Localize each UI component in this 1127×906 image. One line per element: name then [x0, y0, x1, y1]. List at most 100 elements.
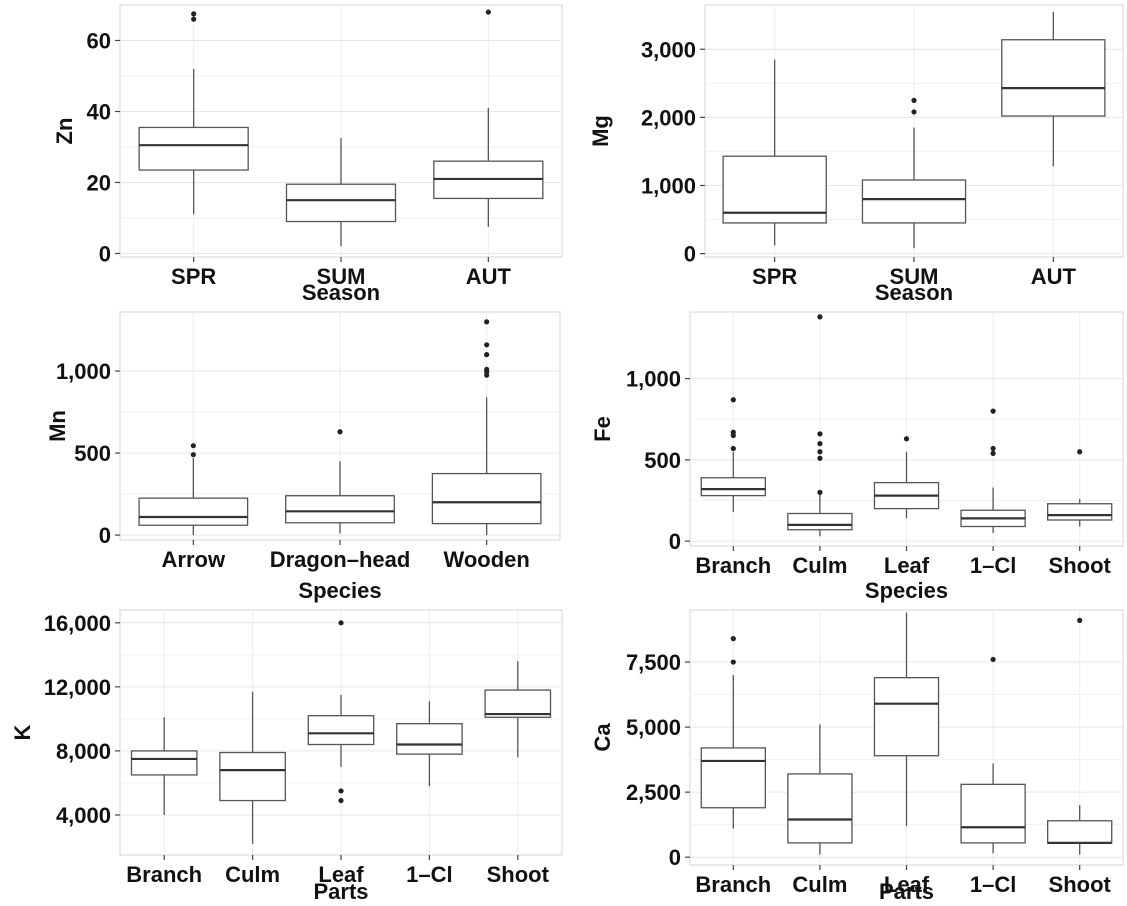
outlier-point [817, 449, 822, 454]
y-tick-label: 1,000 [641, 173, 696, 198]
x-tick-label: SPR [171, 264, 216, 289]
outlier-point [817, 314, 822, 319]
x-tick-label: Branch [126, 862, 202, 887]
x-axis-label: Season [302, 280, 380, 305]
outlier-point [191, 443, 196, 448]
x-axis-label: Parts [879, 879, 934, 904]
outlier-point [484, 367, 489, 372]
y-axis-label: Mg [588, 115, 613, 147]
y-tick-label: 40 [87, 99, 111, 124]
y-tick-label: 1,000 [626, 367, 681, 392]
panel-fe: 0 500 1,000 Branch Culm Leaf 1–Cl Shoot Species F… [590, 312, 1123, 603]
outlier-point [731, 430, 736, 435]
y-tick-label: 0 [669, 845, 681, 870]
x-tick-label: 1–Cl [406, 862, 452, 887]
outlier-point [911, 109, 916, 114]
box-iqr [397, 724, 462, 754]
box-iqr [308, 716, 373, 745]
box-iqr [139, 127, 248, 170]
outlier-point [991, 657, 996, 662]
panel-ca: 02,5005,0007,500Branch Culm Leaf 1–Cl ShootP… [590, 610, 1123, 904]
outlier-point [904, 436, 909, 441]
x-tick-label: SPR [752, 264, 797, 289]
box-iqr [139, 498, 248, 525]
y-tick-label: 0 [99, 241, 111, 266]
x-tick-label: Dragon–head [270, 547, 411, 572]
box-iqr [788, 514, 852, 530]
y-tick-label: 8,000 [56, 739, 111, 764]
outlier-point [731, 636, 736, 641]
panel-mn: 0 500 1,000 Arrow Dragon–head Wooden Species Mn [45, 312, 560, 603]
outlier-point [731, 446, 736, 451]
outlier-point [731, 659, 736, 664]
y-tick-label: 20 [87, 170, 111, 195]
x-tick-label: Culm [225, 862, 280, 887]
box-iqr [862, 180, 965, 223]
outlier-point [1077, 449, 1082, 454]
y-tick-label: 1,000 [56, 359, 111, 384]
x-tick-label: Shoot [1049, 553, 1112, 578]
outlier-point [817, 441, 822, 446]
y-axis-label: Ca [590, 723, 615, 752]
outlier-point [338, 788, 343, 793]
y-tick-label: 12,000 [44, 675, 111, 700]
outlier-point [911, 98, 916, 103]
x-tick-label: Wooden [443, 547, 529, 572]
y-tick-label: 500 [74, 441, 111, 466]
outlier-point [817, 456, 822, 461]
outlier-point [337, 429, 342, 434]
box-iqr [1002, 40, 1105, 116]
outlier-point [817, 431, 822, 436]
box-iqr [286, 184, 395, 221]
x-tick-label: Branch [695, 553, 771, 578]
y-tick-label: 2,000 [641, 105, 696, 130]
x-axis-label: Species [298, 578, 381, 603]
outlier-point [484, 352, 489, 357]
x-tick-label: 1–Cl [970, 553, 1016, 578]
x-axis-label: Species [865, 578, 948, 603]
y-tick-label: 0 [99, 523, 111, 548]
outlier-point [1077, 618, 1082, 623]
x-tick-label: Culm [792, 553, 847, 578]
box-iqr [1048, 504, 1112, 520]
box-iqr [1048, 821, 1112, 843]
outlier-point [338, 798, 343, 803]
outlier-point [338, 620, 343, 625]
outlier-point [991, 446, 996, 451]
outlier-point [991, 451, 996, 456]
x-tick-label: Leaf [884, 553, 930, 578]
x-axis-label: Parts [313, 879, 368, 904]
box-iqr [701, 748, 765, 808]
y-axis-label: Zn [52, 118, 77, 145]
x-tick-label: Shoot [1049, 872, 1112, 897]
y-axis-label: Fe [590, 416, 615, 442]
box-iqr [220, 753, 285, 801]
y-axis-label: K [10, 724, 35, 740]
y-tick-label: 60 [87, 28, 111, 53]
box-iqr [961, 784, 1025, 843]
outlier-point [484, 319, 489, 324]
outlier-point [191, 11, 196, 16]
panel-zn: 0 20 40 60 SPR SUM AUT Season Zn [52, 5, 562, 305]
x-tick-label: AUT [466, 264, 512, 289]
outlier-point [484, 342, 489, 347]
y-tick-label: 7,500 [626, 650, 681, 675]
box-iqr [432, 474, 541, 524]
box-iqr [788, 774, 852, 843]
y-axis-label: Mn [45, 410, 70, 442]
y-tick-label: 0 [669, 529, 681, 554]
y-tick-label: 0 [684, 242, 696, 267]
x-axis-label: Season [875, 280, 953, 305]
y-tick-label: 3,000 [641, 37, 696, 62]
outlier-point [486, 9, 491, 14]
x-tick-label: Shoot [487, 862, 550, 887]
outlier-point [991, 409, 996, 414]
x-tick-label: 1–Cl [970, 872, 1016, 897]
y-tick-label: 16,000 [44, 611, 111, 636]
y-tick-label: 2,500 [626, 780, 681, 805]
outlier-point [731, 397, 736, 402]
outlier-point [191, 17, 196, 22]
y-tick-label: 4,000 [56, 803, 111, 828]
box-iqr [131, 751, 196, 775]
